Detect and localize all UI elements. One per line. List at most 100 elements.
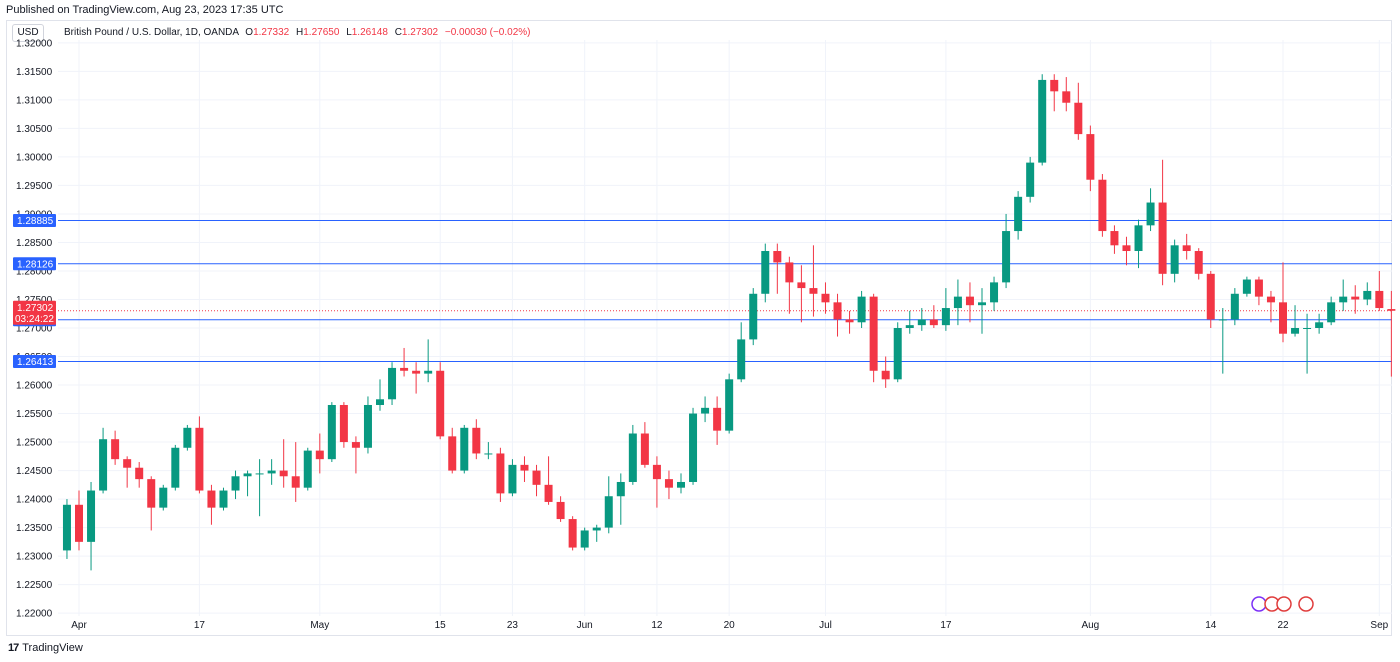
close-label: C [394,27,402,38]
price-badge [13,354,56,368]
y-tick-label: 1.32000 [16,38,53,49]
candle-up [689,413,698,482]
candle-down [111,439,120,460]
candle-up [701,407,710,414]
candle-down [640,433,649,465]
tradingview-footer: 17 TradingView [8,642,83,654]
candle-down [809,288,818,294]
low-value: 1.26148 [351,27,388,38]
candle-down [1182,245,1191,252]
candle-up [183,427,192,448]
candle-down [207,490,216,508]
candle-down [821,293,830,303]
candle-down [652,464,661,480]
candle-down [279,470,288,477]
x-tick-label: Jul [819,620,832,631]
candle-down [929,319,938,326]
candle-up [1339,296,1348,303]
candle-up [953,296,962,309]
candle-down [1266,296,1275,303]
price-badge-label: 1.28885 [17,216,54,227]
currency-button[interactable]: USD [12,24,44,42]
candle-down [1375,290,1384,309]
candle-up [978,302,986,306]
candle-up [1146,202,1155,226]
candle-up [628,433,637,482]
candle-up [1170,245,1179,274]
candle-up [1291,328,1300,334]
candle-up [62,504,71,551]
candle-up [1230,293,1239,320]
candle-down [1158,202,1167,274]
tradingview-logo-icon: 17 [8,642,19,654]
candle-down [965,296,974,306]
high-label: H [296,27,304,38]
candle-up [267,470,276,474]
candle-down [123,459,132,468]
high-value: 1.27650 [303,27,340,38]
candle-down [773,251,782,263]
candle-down [797,282,806,289]
x-tick-label: 12 [651,620,663,631]
candle-down [315,450,324,460]
candle-up [592,527,601,531]
x-tick-label: Apr [71,620,87,631]
price-badge-label: 1.28126 [17,259,54,270]
x-tick-label: 17 [194,620,206,631]
candle-up [363,404,372,448]
close-value: 1.27302 [401,27,439,38]
candle-down [833,302,842,320]
candle-down [1122,245,1131,252]
candle-down [568,519,577,548]
candle-up [749,293,758,340]
candle-up [761,251,770,294]
last-price-label: 1.27302 [17,303,54,314]
candle-up [941,308,950,326]
candle-down [1279,302,1287,334]
x-tick-label: May [310,620,329,631]
candle-down [1050,79,1059,92]
x-tick-label: 17 [940,620,952,631]
candle-up [1327,302,1336,323]
economic-event-icon [1276,596,1292,612]
y-tick-label: 1.26000 [16,381,53,392]
candle-up [460,427,469,471]
price-badge [13,257,56,271]
candle-up [424,370,433,374]
x-tick-label: 22 [1277,620,1289,631]
candle-up [327,404,336,460]
candle-down [135,467,144,480]
candle-down [544,484,553,502]
candle-down [1387,309,1396,311]
candle-up [1315,322,1324,328]
x-tick-label: 23 [507,620,519,631]
x-tick-label: 20 [724,620,736,631]
candle-up [616,481,625,497]
candle-up [159,487,168,508]
economic-event-icon [1251,596,1267,612]
y-tick-label: 1.22500 [16,580,53,591]
candle-down [556,501,565,520]
y-tick-label: 1.27500 [16,295,53,306]
y-tick-label: 1.28500 [16,238,53,249]
y-tick-label: 1.23500 [16,523,53,534]
candle-up [1026,162,1035,197]
candle-up [725,379,734,431]
candle-up [1014,196,1023,232]
open-value: 1.27332 [253,27,290,38]
last-price-badge [13,300,56,325]
candle-down [195,427,204,491]
candle-down [881,370,890,380]
y-tick-label: 1.25000 [16,438,53,449]
y-tick-label: 1.31000 [16,95,53,106]
candle-down [532,470,541,485]
y-tick-label: 1.28000 [16,266,53,277]
candle-up [484,453,493,455]
economic-event-icon [1298,596,1314,612]
candle-up [1218,319,1227,321]
candle-up [219,490,228,508]
candle-down [436,370,445,437]
candle-down [448,436,457,471]
candle-up [508,464,517,494]
